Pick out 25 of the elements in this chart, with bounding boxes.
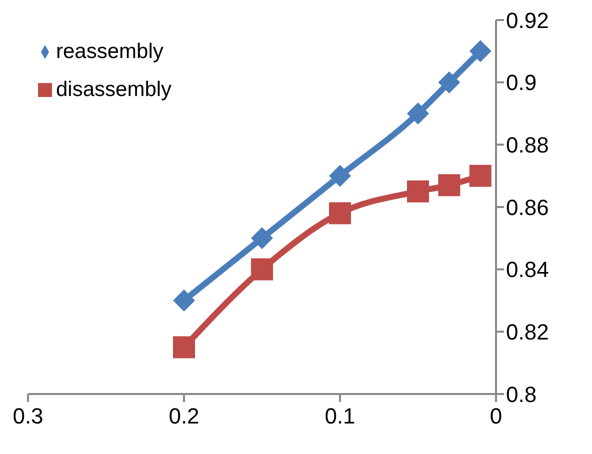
point: [407, 180, 429, 202]
point: [251, 258, 273, 280]
point: [329, 164, 351, 187]
y-tick-label: 0.86: [506, 194, 549, 220]
y-tick-label: 0.84: [506, 257, 549, 282]
point: [173, 290, 195, 312]
point: [469, 40, 492, 62]
x-tick-label: 0: [490, 404, 502, 429]
point: [329, 202, 351, 224]
x-tick-label: 0.2: [168, 404, 200, 429]
legend-label: disassembly: [56, 78, 172, 101]
x-tick-label: 0.3: [12, 404, 44, 429]
y-tick-label: 0.82: [506, 319, 549, 344]
point: [407, 102, 429, 124]
y-tick-label: 0.8: [506, 382, 537, 407]
point: [251, 227, 273, 250]
legend-label: reassembly: [56, 40, 164, 63]
point: [469, 164, 492, 187]
point: [173, 336, 195, 358]
point: [438, 71, 460, 94]
point: [438, 174, 460, 196]
y-tick-label: 0.88: [506, 132, 549, 158]
y-tick-label: 0.92: [506, 8, 549, 33]
x-tick-label: 0.1: [324, 404, 356, 429]
y-tick-label: 0.9: [506, 70, 537, 96]
